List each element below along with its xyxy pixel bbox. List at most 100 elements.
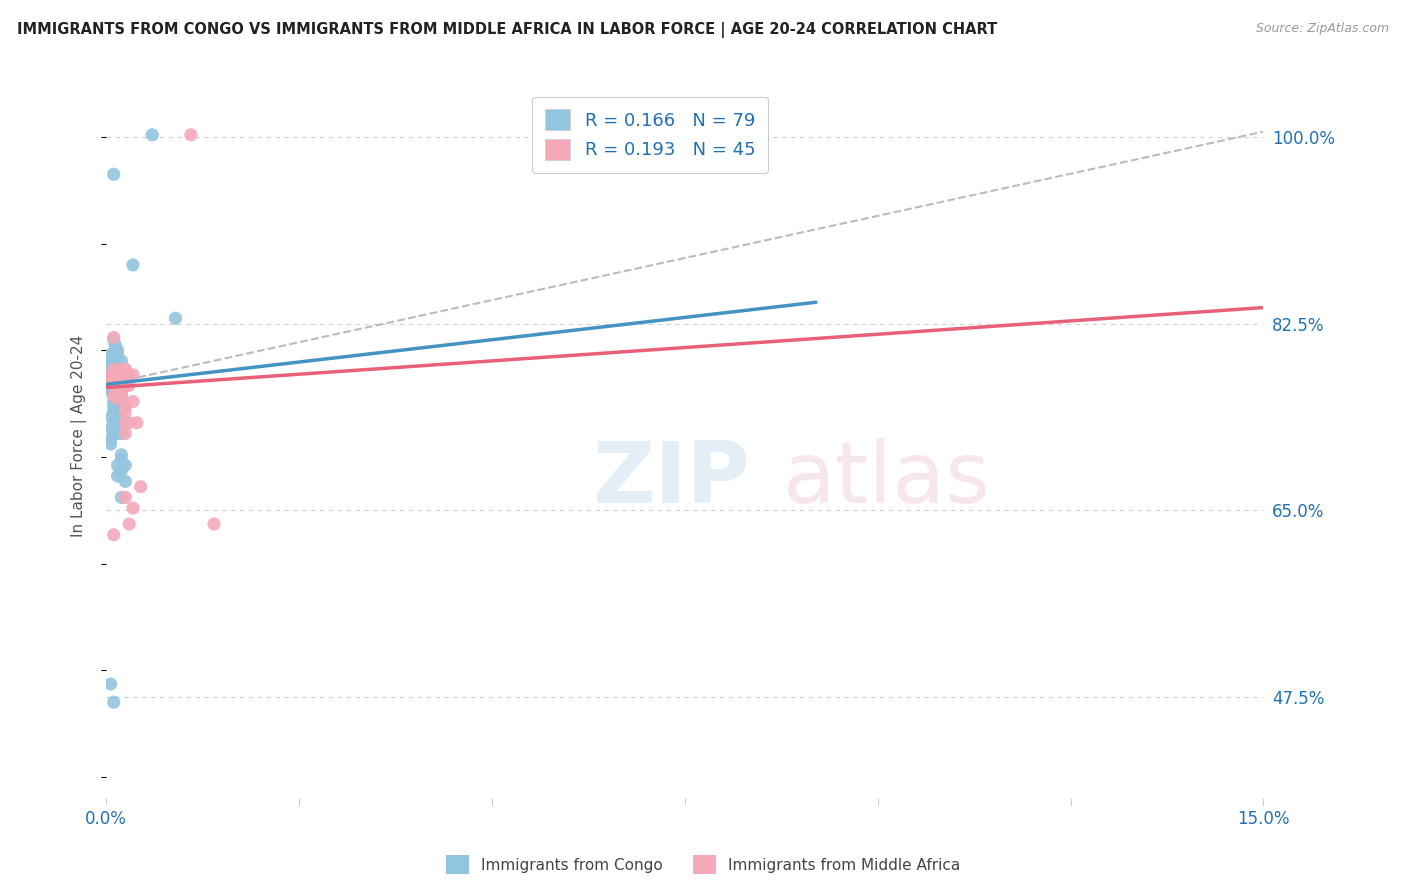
- Point: [114, 458, 136, 473]
- Point: [100, 378, 122, 392]
- Point: [103, 373, 125, 387]
- Point: [107, 410, 129, 425]
- Legend: R = 0.166   N = 79, R = 0.193   N = 45: R = 0.166 N = 79, R = 0.193 N = 45: [533, 96, 768, 172]
- Point: [107, 378, 129, 392]
- Point: [103, 167, 125, 181]
- Point: [141, 128, 163, 142]
- Point: [110, 373, 132, 387]
- Point: [110, 370, 132, 384]
- Point: [114, 362, 136, 376]
- Point: [114, 405, 136, 419]
- Point: [100, 421, 122, 435]
- Point: [107, 389, 129, 403]
- Point: [101, 368, 124, 382]
- Point: [100, 368, 122, 382]
- Point: [107, 389, 129, 403]
- Point: [100, 384, 122, 398]
- Point: [114, 475, 136, 489]
- Point: [114, 416, 136, 430]
- Point: [103, 405, 125, 419]
- Point: [118, 416, 141, 430]
- Point: [104, 338, 127, 352]
- Point: [103, 405, 125, 419]
- Point: [118, 378, 141, 392]
- Point: [100, 373, 122, 387]
- Point: [103, 357, 125, 371]
- Point: [103, 333, 125, 347]
- Point: [125, 416, 148, 430]
- Point: [98, 370, 121, 384]
- Point: [107, 368, 129, 382]
- Point: [107, 391, 129, 405]
- Point: [100, 384, 122, 398]
- Text: atlas: atlas: [783, 438, 991, 521]
- Point: [103, 695, 125, 709]
- Point: [110, 373, 132, 387]
- Point: [114, 491, 136, 505]
- Point: [101, 384, 124, 398]
- Point: [107, 416, 129, 430]
- Point: [129, 480, 152, 494]
- Point: [100, 368, 122, 382]
- Point: [101, 346, 124, 360]
- Point: [100, 373, 122, 387]
- Point: [122, 258, 145, 272]
- Point: [107, 416, 129, 430]
- Point: [103, 378, 125, 392]
- Point: [107, 378, 129, 392]
- Legend: Immigrants from Congo, Immigrants from Middle Africa: Immigrants from Congo, Immigrants from M…: [440, 849, 966, 880]
- Point: [101, 362, 124, 376]
- Point: [100, 368, 122, 382]
- Point: [100, 368, 122, 382]
- Point: [100, 357, 122, 371]
- Text: ZIP: ZIP: [592, 438, 749, 521]
- Point: [110, 378, 132, 392]
- Point: [180, 128, 202, 142]
- Point: [202, 517, 225, 532]
- Point: [122, 368, 145, 382]
- Point: [100, 437, 122, 451]
- Point: [118, 517, 141, 532]
- Point: [110, 373, 132, 387]
- Point: [107, 405, 129, 419]
- Point: [107, 343, 129, 358]
- Point: [165, 311, 187, 326]
- Point: [118, 368, 141, 382]
- Point: [110, 384, 132, 398]
- Text: Source: ZipAtlas.com: Source: ZipAtlas.com: [1256, 22, 1389, 36]
- Point: [114, 378, 136, 392]
- Point: [100, 368, 122, 382]
- Point: [100, 373, 122, 387]
- Point: [100, 373, 122, 387]
- Point: [100, 373, 122, 387]
- Point: [103, 400, 125, 414]
- Point: [110, 426, 132, 441]
- Point: [107, 373, 129, 387]
- Point: [114, 426, 136, 441]
- Point: [103, 349, 125, 363]
- Point: [110, 362, 132, 376]
- Point: [101, 368, 124, 382]
- Point: [103, 362, 125, 376]
- Point: [110, 384, 132, 398]
- Point: [103, 373, 125, 387]
- Point: [100, 432, 122, 446]
- Point: [100, 351, 122, 366]
- Point: [110, 464, 132, 478]
- Point: [122, 501, 145, 516]
- Point: [103, 426, 125, 441]
- Y-axis label: In Labor Force | Age 20-24: In Labor Force | Age 20-24: [72, 334, 87, 537]
- Point: [110, 389, 132, 403]
- Point: [103, 330, 125, 344]
- Point: [107, 426, 129, 441]
- Point: [100, 677, 122, 691]
- Point: [101, 373, 124, 387]
- Point: [103, 416, 125, 430]
- Point: [114, 400, 136, 414]
- Point: [110, 389, 132, 403]
- Point: [100, 368, 122, 382]
- Point: [110, 384, 132, 398]
- Point: [107, 373, 129, 387]
- Point: [118, 373, 141, 387]
- Point: [100, 357, 122, 371]
